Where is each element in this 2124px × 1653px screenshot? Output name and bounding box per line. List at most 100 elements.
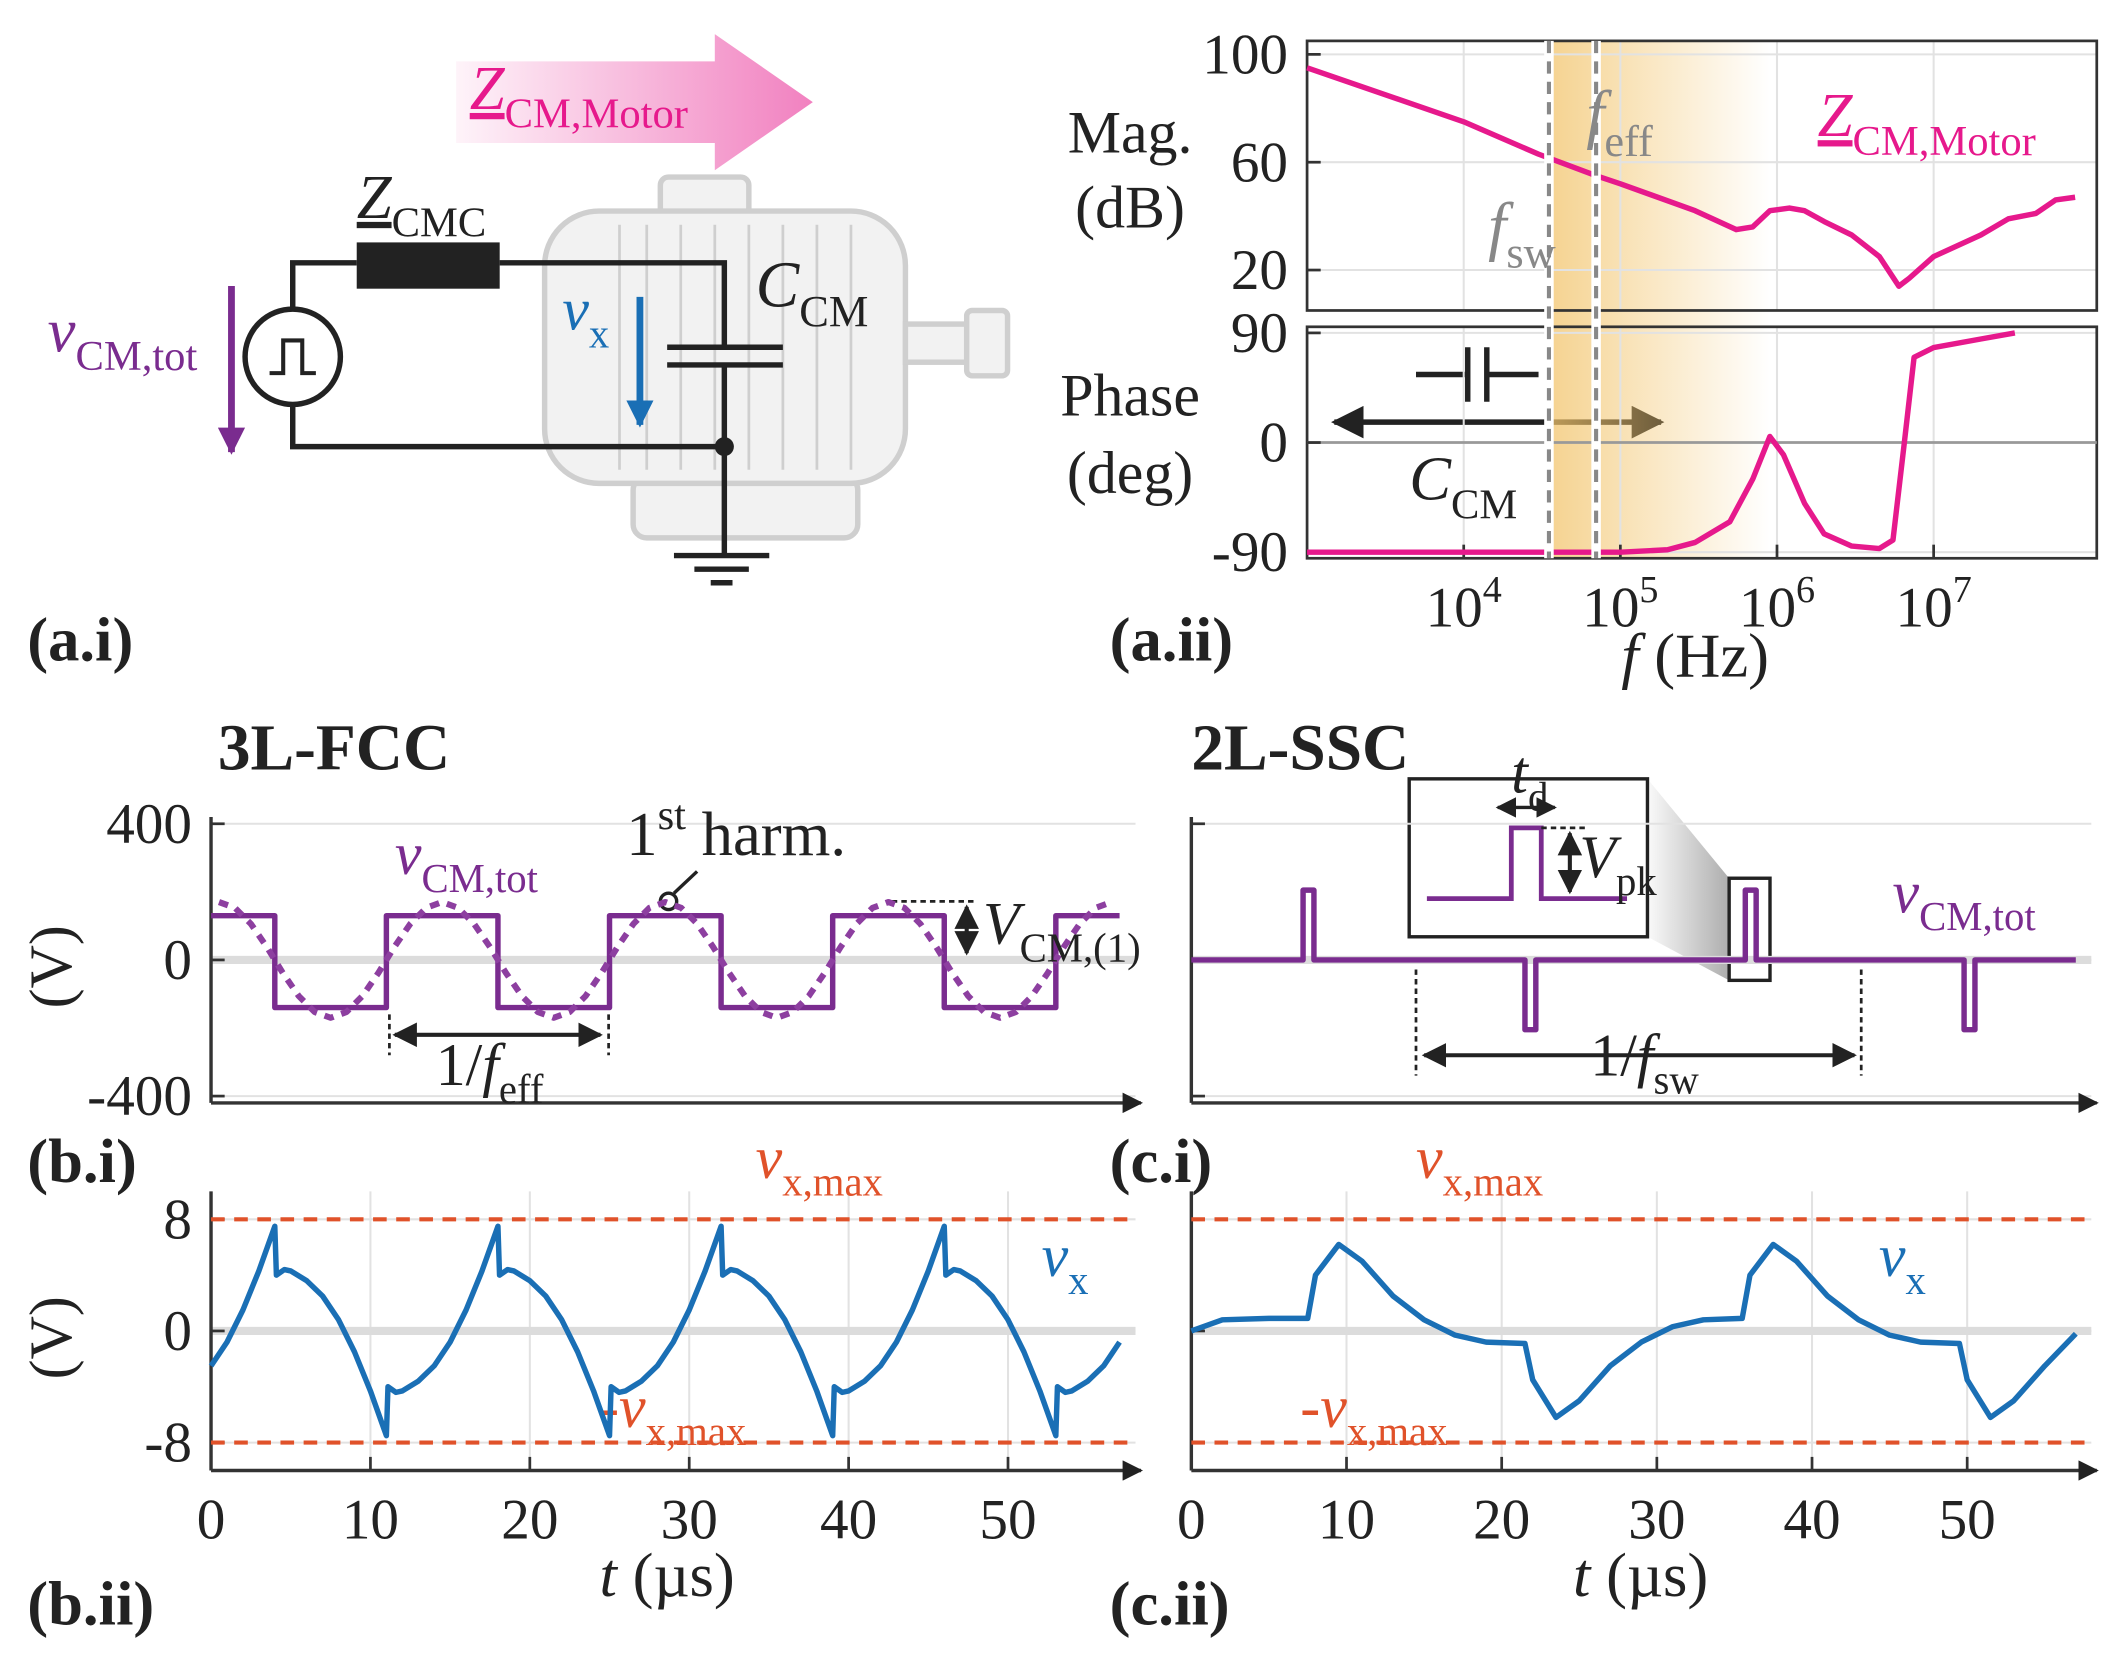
x-tick-label: 105 <box>1582 569 1658 640</box>
label-part: v <box>1320 1374 1347 1440</box>
series-line <box>217 899 1113 1021</box>
x-tick-label: 0 <box>1177 1489 1206 1552</box>
label-part: v <box>1042 1223 1069 1289</box>
label-part: t <box>1573 1540 1592 1610</box>
limit-label: vx,max <box>756 1125 883 1205</box>
label-part: t <box>600 1540 619 1610</box>
tick-base: 10 <box>1582 576 1639 639</box>
panel-title: 3L-FCC <box>218 712 450 784</box>
label-part: d <box>1528 774 1548 819</box>
annotation: Vpk <box>1579 824 1657 904</box>
panel-label: (c.i) <box>1110 1126 1213 1196</box>
panel-title: 2L-SSC <box>1191 712 1409 784</box>
label-part: (Hz) <box>1639 621 1769 691</box>
tick-base: 10 <box>1896 576 1953 639</box>
x-tick-label: 40 <box>820 1489 877 1552</box>
annotation: vCM,tot <box>1893 859 2037 939</box>
circuit-diagram <box>217 34 1011 586</box>
y-tick-label: 100 <box>1202 23 1288 86</box>
label-part: (µs) <box>1590 1540 1708 1610</box>
y-axis-label: Mag. <box>1068 100 1193 166</box>
x-tick-label: 104 <box>1426 569 1502 640</box>
label-part: v <box>48 295 76 365</box>
label-part: v <box>562 277 589 343</box>
label-part: x,max <box>646 1409 747 1454</box>
label-part: CM,tot <box>421 856 538 901</box>
x-tick-label: 20 <box>501 1489 558 1552</box>
series-line <box>1191 887 2076 1033</box>
label-part: v <box>1879 1223 1906 1289</box>
label-part: harm. <box>686 799 846 869</box>
node <box>714 437 734 457</box>
label-part: st <box>658 792 687 839</box>
y-axis-label: (V) <box>18 925 84 1008</box>
label-part: CMC <box>392 200 487 247</box>
annotation: vx <box>1879 1223 1926 1303</box>
fcc-annotations <box>388 870 979 1056</box>
panel-label: (c.ii) <box>1110 1568 1230 1638</box>
x-tick-label: 20 <box>1473 1489 1530 1552</box>
tick-exponent: 5 <box>1639 569 1658 611</box>
x-tick-label: 50 <box>1939 1489 1996 1552</box>
label-part: Z <box>1818 80 1854 150</box>
label-part: x <box>589 312 609 357</box>
label-part: x <box>1068 1258 1088 1303</box>
circuit-label: ZCM,Motor <box>470 53 688 138</box>
motor-sketch <box>541 174 1011 541</box>
label-part: eff <box>499 1067 544 1112</box>
y-tick-label: 8 <box>163 1188 192 1251</box>
label-part: 1 <box>626 799 657 869</box>
limit-label: -vx,max <box>1300 1374 1447 1454</box>
y-axis-label: (deg) <box>1067 440 1193 506</box>
tick-base: 10 <box>1739 576 1796 639</box>
label-part: C <box>756 249 801 321</box>
annotation: 1/fsw <box>1590 1023 1699 1103</box>
frequency-band <box>1548 40 1770 559</box>
y-tick-label: 60 <box>1231 131 1288 194</box>
label-part: Z <box>470 53 506 123</box>
y-tick-label: 20 <box>1231 239 1288 302</box>
x-tick-label: 106 <box>1739 569 1815 640</box>
label-part: CM,tot <box>1919 894 2036 939</box>
annotation: 1st harm. <box>626 792 846 869</box>
label-part: CM <box>799 286 868 336</box>
series-line <box>1306 65 2076 289</box>
tick-exponent: 7 <box>1953 569 1972 611</box>
x-tick-label: 10 <box>342 1489 399 1552</box>
x-tick-label: 0 <box>197 1489 226 1552</box>
x-axis-label: t (µs) <box>1573 1540 1708 1610</box>
annotation: vCM,tot <box>395 821 539 901</box>
label-part: C <box>1409 444 1452 514</box>
circuit-label: CCM <box>756 249 869 336</box>
y-axis-label: (V) <box>18 1296 84 1379</box>
label-part: x,max <box>1443 1160 1544 1205</box>
series-line <box>211 912 1120 1011</box>
x-tick-label: 107 <box>1896 569 1972 640</box>
annotation: 1/feff <box>436 1032 544 1112</box>
x-tick-label: 30 <box>1628 1489 1685 1552</box>
label-part: pk <box>1616 859 1657 904</box>
label-part: CM,Motor <box>1852 118 2035 165</box>
label-part: V <box>983 891 1026 957</box>
y-tick-label: 0 <box>163 1300 192 1363</box>
y-axis-label: Phase <box>1060 362 1200 428</box>
label-part: v <box>1416 1125 1443 1191</box>
label-part: 1/ <box>1590 1023 1637 1089</box>
y-tick-label: 0 <box>1259 412 1288 475</box>
plot-frame <box>1305 39 2099 312</box>
label-part: v <box>395 821 422 887</box>
y-tick-label: 90 <box>1231 302 1288 365</box>
circuit-label: vx <box>562 277 609 357</box>
label-part: 1/ <box>436 1032 483 1098</box>
y-tick-label: 400 <box>106 793 192 856</box>
x-tick-label: 40 <box>1783 1489 1840 1552</box>
annotation: ZCM,Motor <box>1818 80 2036 165</box>
series-line <box>208 1223 1122 1439</box>
y-tick-label: 0 <box>163 929 192 992</box>
label-part: sw <box>1506 227 1555 277</box>
cmc-choke <box>356 242 500 289</box>
panel-label: (b.i) <box>27 1126 137 1196</box>
y-tick-label: -90 <box>1212 521 1288 584</box>
label-part: v <box>1893 859 1920 925</box>
label-part: t <box>1511 739 1529 805</box>
